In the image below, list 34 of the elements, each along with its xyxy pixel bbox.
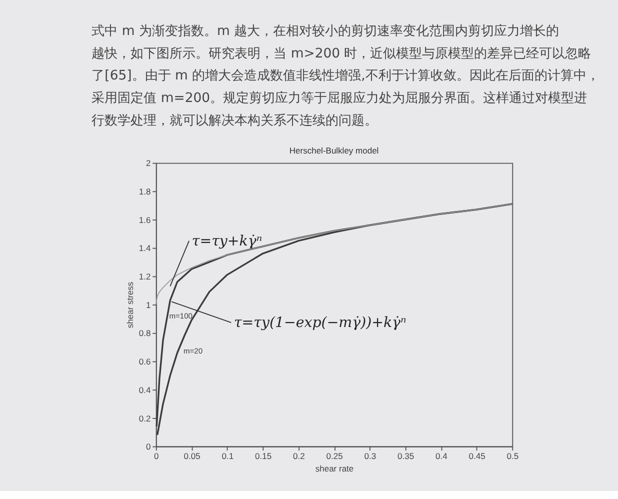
- x-tick-label: 0.5: [506, 451, 519, 462]
- text: 采用固定值 m=200。规定剪切应力等于屈服应力处为屈服分界面。这样通过对模型进: [92, 90, 588, 106]
- y-tick-label: 1.4: [138, 243, 151, 254]
- text: 行数学处理，就可以解决本构关系不连续的问题。: [92, 113, 378, 128]
- y-tick-label: 1.6: [138, 214, 151, 225]
- y-tick-label: 0.4: [138, 384, 151, 395]
- y-tick-label: 0: [146, 442, 151, 452]
- x-tick-label: 0.4: [435, 451, 448, 462]
- annotation: τ=τy+kγ̇ⁿ: [192, 234, 262, 250]
- y-tick-label: 1.8: [138, 186, 151, 196]
- text: 了[65]。由于 m 的增大会造成数值非线性增强,不利于计算收敛。因此在后面的计算中，: [92, 68, 600, 84]
- x-tick-label: 0.15: [254, 451, 272, 462]
- x-tick-label: 0: [154, 451, 160, 462]
- series-label: m=100: [169, 311, 193, 320]
- y-axis-title: shear stress: [125, 282, 136, 328]
- x-tick-label: 0.35: [397, 451, 414, 462]
- chart-title: Herschel-Bulkley model: [289, 145, 379, 156]
- annotation: τ=τy(1−exp(−mγ̇))+kγ̇ⁿ: [234, 315, 407, 332]
- x-axis-title: shear rate: [315, 463, 354, 474]
- y-tick-label: 1: [146, 300, 151, 310]
- y-tick-label: 0.2: [138, 413, 151, 424]
- y-tick-label: 2: [146, 158, 151, 168]
- y-tick-label: 0.8: [138, 328, 151, 338]
- x-tick-label: 0.45: [468, 451, 486, 462]
- x-tick-label: 0.1: [222, 451, 234, 462]
- text: 式中 m 为渐变指数。m 越大，在相对较小的剪切速率变化范围内剪切应力增长的: [92, 23, 560, 40]
- x-tick-label: 0.05: [184, 451, 201, 462]
- y-tick-label: 1.2: [138, 272, 151, 282]
- y-tick-label: 0.6: [138, 356, 151, 367]
- text: 越快，如下图所示。研究表明，当 m>200 时，近似模型与原模型的差异已经可以忽略: [92, 46, 592, 62]
- series-label: m=20: [183, 346, 203, 356]
- x-tick-label: 0.2: [292, 451, 306, 462]
- x-tick-label: 0.25: [326, 451, 344, 462]
- x-tick-label: 0.3: [364, 451, 376, 462]
